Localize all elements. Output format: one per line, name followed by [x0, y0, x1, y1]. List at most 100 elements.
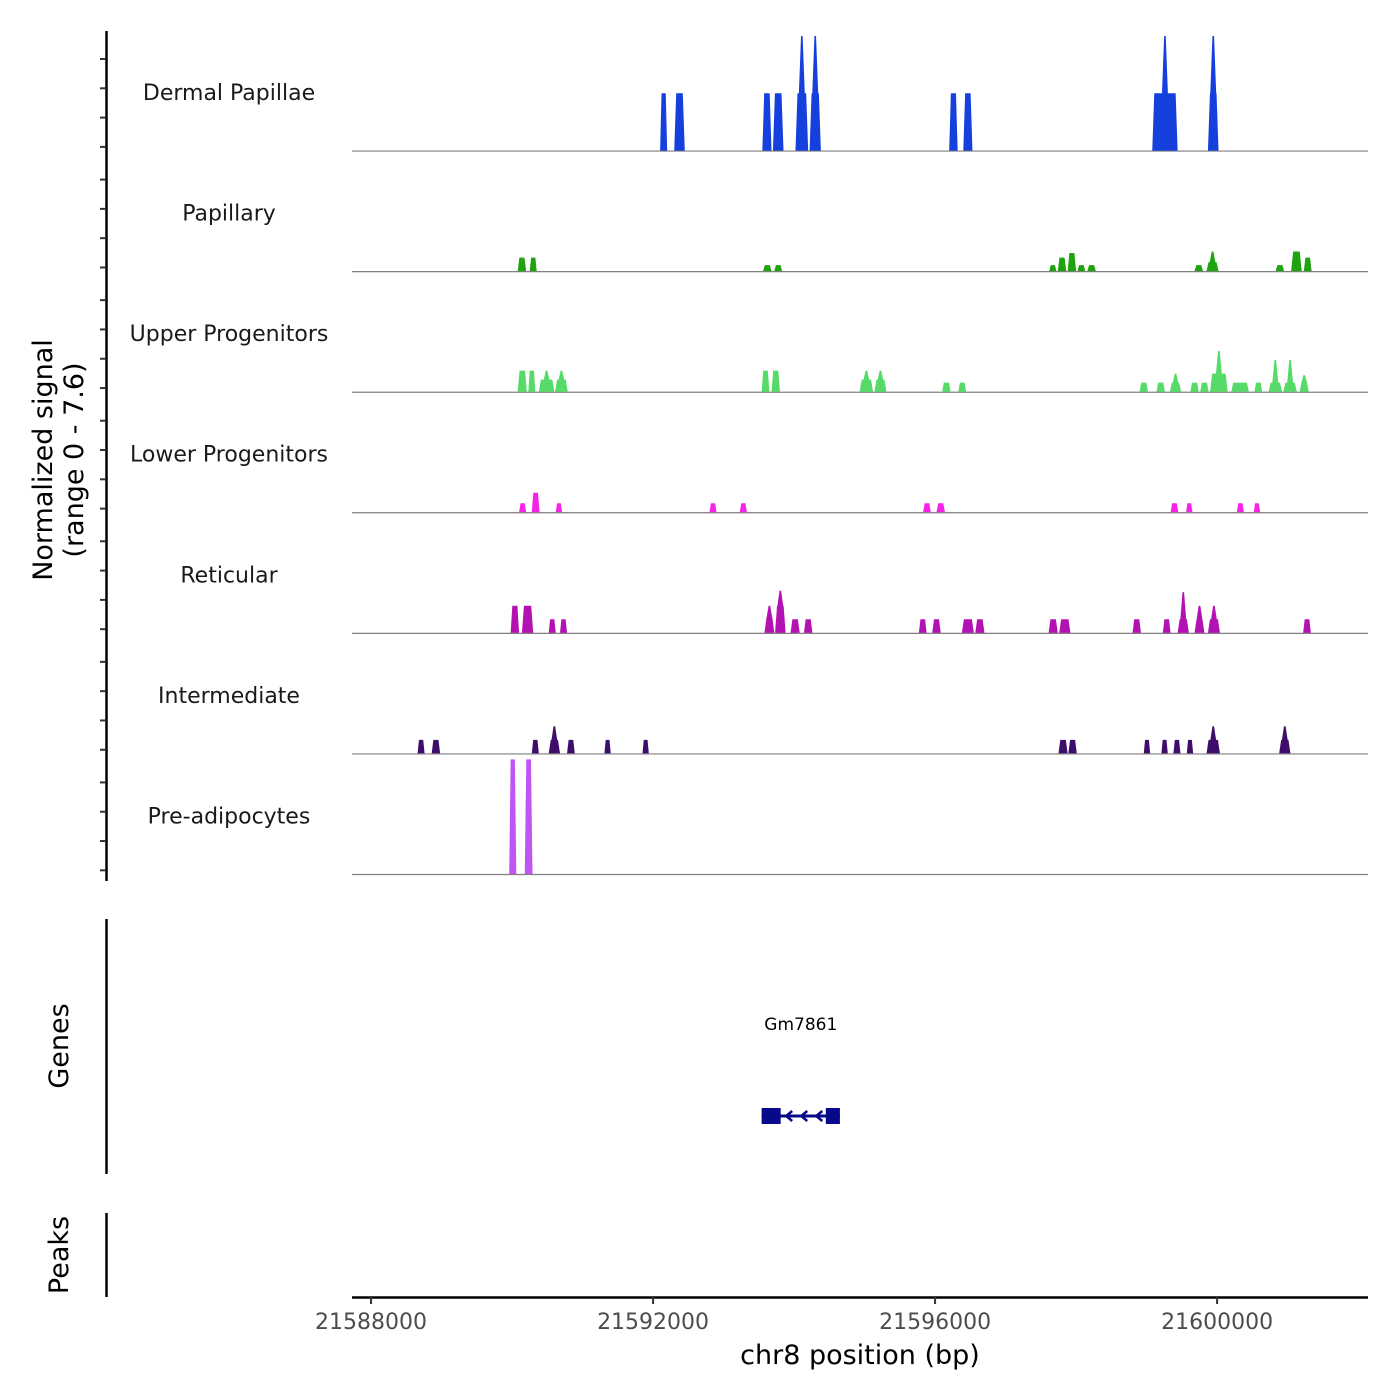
signal-peak — [548, 619, 556, 633]
signal-peak — [555, 503, 563, 513]
x-axis-title: chr8 position (bp) — [740, 1340, 980, 1371]
signal-peak — [859, 379, 874, 392]
signal-peak — [975, 619, 985, 633]
signal-peak — [1299, 382, 1309, 392]
signal-spike — [1281, 726, 1288, 741]
signal-peak — [942, 382, 951, 392]
gene-models: Gm7861 — [761, 1015, 840, 1124]
signal-peak — [604, 739, 611, 754]
signal-peak — [642, 739, 649, 754]
signal-peak — [567, 739, 575, 754]
signal-peak — [521, 605, 534, 633]
signal-peak — [1173, 739, 1181, 754]
gene-gm7861: Gm7861 — [761, 1015, 840, 1124]
signal-peak — [809, 93, 821, 151]
signal-peak — [660, 93, 668, 151]
signal-spike — [1210, 36, 1217, 95]
signal-peak — [1139, 382, 1149, 392]
signal-peak — [803, 619, 813, 633]
signal-peak — [531, 739, 539, 754]
signal-peak — [510, 605, 520, 633]
signal-peak — [932, 619, 941, 633]
track-label: Intermediate — [158, 684, 300, 709]
signal-spike — [766, 605, 773, 619]
signal-peak — [1049, 265, 1057, 272]
signal-peak — [936, 503, 945, 513]
track-dermal-papillae: Dermal Papillae — [143, 36, 1368, 152]
x-tick-label: 21588000 — [315, 1310, 427, 1335]
signal-peak — [1170, 503, 1179, 513]
track-label: Upper Progenitors — [130, 322, 329, 347]
signal-peak — [739, 503, 747, 513]
genes-track-label: Genes — [44, 1003, 75, 1088]
signal-peak — [509, 759, 517, 874]
signal-spike — [1210, 605, 1217, 621]
strand-arrow-icon — [814, 1110, 824, 1122]
y-axis-title: Normalized signal (range 0 - 7.6) — [28, 339, 90, 581]
signal-peak — [1156, 382, 1165, 392]
gene-exon — [761, 1108, 781, 1124]
signal-peak — [775, 605, 786, 633]
signal-peak — [517, 370, 527, 392]
signal-peak — [528, 370, 536, 392]
strand-arrow-icon — [799, 1110, 809, 1122]
signal-peak — [761, 370, 770, 392]
signal-peak — [529, 257, 537, 272]
gene-label: Gm7861 — [764, 1015, 837, 1035]
signal-spike — [1196, 605, 1203, 621]
signal-peak — [555, 379, 568, 392]
signal-peak — [559, 619, 568, 633]
signal-peak — [431, 739, 441, 754]
signal-peak — [1303, 619, 1311, 633]
signal-peak — [1067, 253, 1077, 272]
signal-spike — [558, 370, 565, 381]
track-papillary: Papillary — [182, 202, 1368, 273]
signal-peak — [1231, 382, 1249, 392]
signal-peak — [538, 379, 555, 392]
signal-peak — [1236, 503, 1244, 513]
signal-peak — [524, 759, 533, 874]
genes-track: Genes Gm7861 — [44, 919, 840, 1174]
signal-peak — [963, 93, 973, 151]
strand-arrow-icon — [784, 1110, 794, 1122]
signal-peak — [1132, 619, 1141, 633]
signal-peak — [790, 619, 800, 633]
signal-peak — [1087, 265, 1096, 272]
signal-peak — [1206, 739, 1220, 754]
signal-peak — [1186, 503, 1193, 513]
signal-peak — [1057, 257, 1067, 272]
signal-peak — [923, 503, 931, 513]
track-intermediate: Intermediate — [158, 684, 1368, 755]
x-tick-label: 21600000 — [1161, 1310, 1273, 1335]
signal-peak — [1254, 382, 1263, 392]
signal-peak — [958, 382, 967, 392]
signal-peak — [774, 265, 783, 272]
signal-spike — [777, 590, 784, 607]
signal-spike — [877, 370, 884, 381]
signal-peak — [918, 619, 927, 633]
signal-peak — [1190, 382, 1199, 392]
signal-peak — [531, 492, 540, 513]
signal-peak — [1207, 93, 1219, 151]
track-label: Papillary — [182, 202, 276, 227]
signal-peak — [961, 619, 974, 633]
signal-peak — [1291, 251, 1302, 272]
signal-peak — [764, 617, 775, 633]
signal-spike — [1272, 360, 1279, 384]
signal-spike — [1161, 36, 1168, 95]
signal-spike — [551, 726, 558, 741]
signal-spike — [1172, 373, 1179, 384]
signal-peak — [548, 739, 560, 754]
signal-peak — [1169, 382, 1182, 392]
track-label: Dermal Papillae — [143, 81, 315, 106]
signal-peak — [1303, 257, 1312, 272]
peaks-track-label: Peaks — [44, 1216, 75, 1294]
signal-spike — [1215, 351, 1222, 375]
signal-peak — [1194, 265, 1204, 272]
signal-peak — [1058, 739, 1068, 754]
track-lower-progenitors: Lower Progenitors — [130, 443, 1368, 514]
signal-peak — [795, 93, 809, 151]
signal-peak — [949, 93, 958, 151]
signal-peak — [1177, 619, 1189, 633]
